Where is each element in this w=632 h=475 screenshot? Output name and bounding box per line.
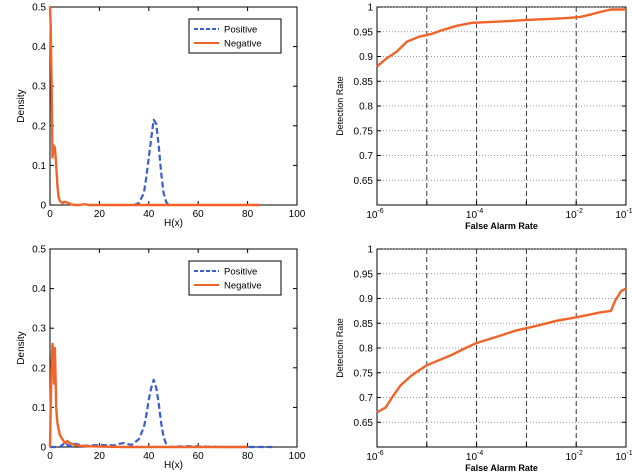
y-tick-label: 0.65 (354, 418, 374, 429)
y-tick-label: 0 (40, 201, 46, 212)
y-tick-label: 0.8 (359, 102, 373, 113)
y-tick-label: 0.3 (32, 324, 46, 335)
x-tick-label: 0 (47, 451, 53, 462)
y-tick-label: 1 (367, 3, 373, 14)
x-tick-base: 10 (566, 452, 578, 463)
x-tick-label: 100 (289, 209, 306, 220)
x-tick-base: 10 (566, 210, 578, 221)
x-tick-label: 10-2 (566, 450, 583, 463)
x-tick-label: 10-4 (466, 208, 483, 221)
y-tick-label: 0.95 (354, 27, 374, 38)
y-tick-label: 0.1 (32, 161, 46, 172)
legend-label-negative: Negative (224, 281, 262, 292)
chart-1: 0 0.1 0.2 0.3 0.4 0.5 0 20 40 60 80 100 H(x) Density P… (16, 3, 306, 230)
y-tick-label: 0.1 (32, 403, 46, 414)
x-tick-label: 60 (193, 451, 205, 462)
y-tick-label: 0.9 (359, 294, 373, 305)
y-tick-label: 0 (40, 443, 46, 454)
x-tick-label: 10-1 (615, 450, 632, 463)
legend: Positive Negative (188, 260, 282, 296)
y-tick-label: 0.8 (359, 344, 373, 355)
x-tick-label: 0 (47, 209, 53, 220)
x-tick-exponent: -4 (477, 208, 483, 215)
legend-label-negative: Negative (224, 39, 262, 50)
y-tick-label: 0.9 (359, 52, 373, 63)
legend-box (188, 18, 282, 54)
roc-curve (376, 8, 626, 68)
x-tick-exponent: -2 (577, 450, 583, 457)
x-tick-label: 10-4 (466, 450, 483, 463)
legend-label-positive: Positive (224, 267, 257, 278)
x-tick-base: 10 (615, 452, 627, 463)
y-tick-label: 0.75 (354, 126, 374, 137)
x-tick-exponent: -6 (377, 208, 383, 215)
x-tick-label: 20 (94, 451, 106, 462)
x-tick-base: 10 (466, 210, 478, 221)
y-tick-label: 0.4 (32, 284, 46, 295)
y-axis-label: Density (16, 89, 27, 122)
x-tick-label: 40 (143, 451, 155, 462)
y-tick-label: 0.5 (32, 245, 46, 256)
x-tick-exponent: -6 (377, 450, 383, 457)
x-axis-label: H(x) (164, 218, 183, 229)
legend-box (188, 260, 282, 296)
chart-3: 0 0.1 0.2 0.3 0.4 0.5 0 20 40 60 80 100 H(x) Density P… (16, 245, 306, 472)
plot-frame (376, 248, 627, 448)
y-axis-label: Detection Rate (335, 76, 345, 136)
x-tick-label: 60 (193, 209, 205, 220)
x-tick-label: 10-6 (366, 208, 383, 221)
x-tick-exponent: -1 (626, 208, 632, 215)
y-tick-label: 0.85 (354, 77, 374, 88)
x-tick-label: 100 (289, 451, 306, 462)
legend: Positive Negative (188, 18, 282, 54)
y-axis-label: Density (16, 331, 27, 364)
series-line-negative (48, 6, 260, 207)
x-tick-base: 10 (366, 210, 378, 221)
series-line-negative (48, 342, 248, 449)
y-tick-label: 0.5 (32, 3, 46, 14)
x-tick-label: 80 (242, 209, 254, 220)
x-tick-base: 10 (466, 452, 478, 463)
plot-frame (376, 6, 627, 206)
x-tick-exponent: -1 (626, 450, 632, 457)
x-tick-base: 10 (615, 210, 627, 221)
y-tick-label: 1 (367, 245, 373, 256)
x-axis-label: H(x) (164, 460, 183, 471)
y-tick-label: 0.4 (32, 42, 46, 53)
y-tick-label: 0.2 (32, 121, 46, 132)
y-tick-label: 0.65 (354, 176, 374, 187)
x-tick-label: 80 (242, 451, 254, 462)
x-tick-label: 20 (94, 209, 106, 220)
y-tick-label: 0.7 (359, 393, 373, 404)
x-tick-base: 10 (366, 452, 378, 463)
y-tick-label: 0.2 (32, 363, 46, 374)
x-tick-label: 10-1 (615, 208, 632, 221)
y-tick-label: 0.3 (32, 82, 46, 93)
x-tick-label: 10-6 (366, 450, 383, 463)
series-line-positive (133, 118, 170, 207)
x-axis-label: False Alarm Rate (465, 463, 538, 473)
y-axis-label: Detection Rate (335, 318, 345, 378)
legend-label-positive: Positive (224, 25, 257, 36)
x-tick-label: 10-2 (566, 208, 583, 221)
x-tick-exponent: -4 (477, 450, 483, 457)
x-tick-exponent: -2 (577, 208, 583, 215)
roc-curve (376, 287, 627, 414)
y-tick-label: 0.7 (359, 151, 373, 162)
y-tick-label: 0.75 (354, 368, 374, 379)
y-tick-label: 0.85 (354, 319, 374, 330)
y-tick-label: 0.95 (354, 269, 374, 280)
x-tick-label: 40 (143, 209, 155, 220)
x-axis-label: False Alarm Rate (465, 221, 538, 231)
